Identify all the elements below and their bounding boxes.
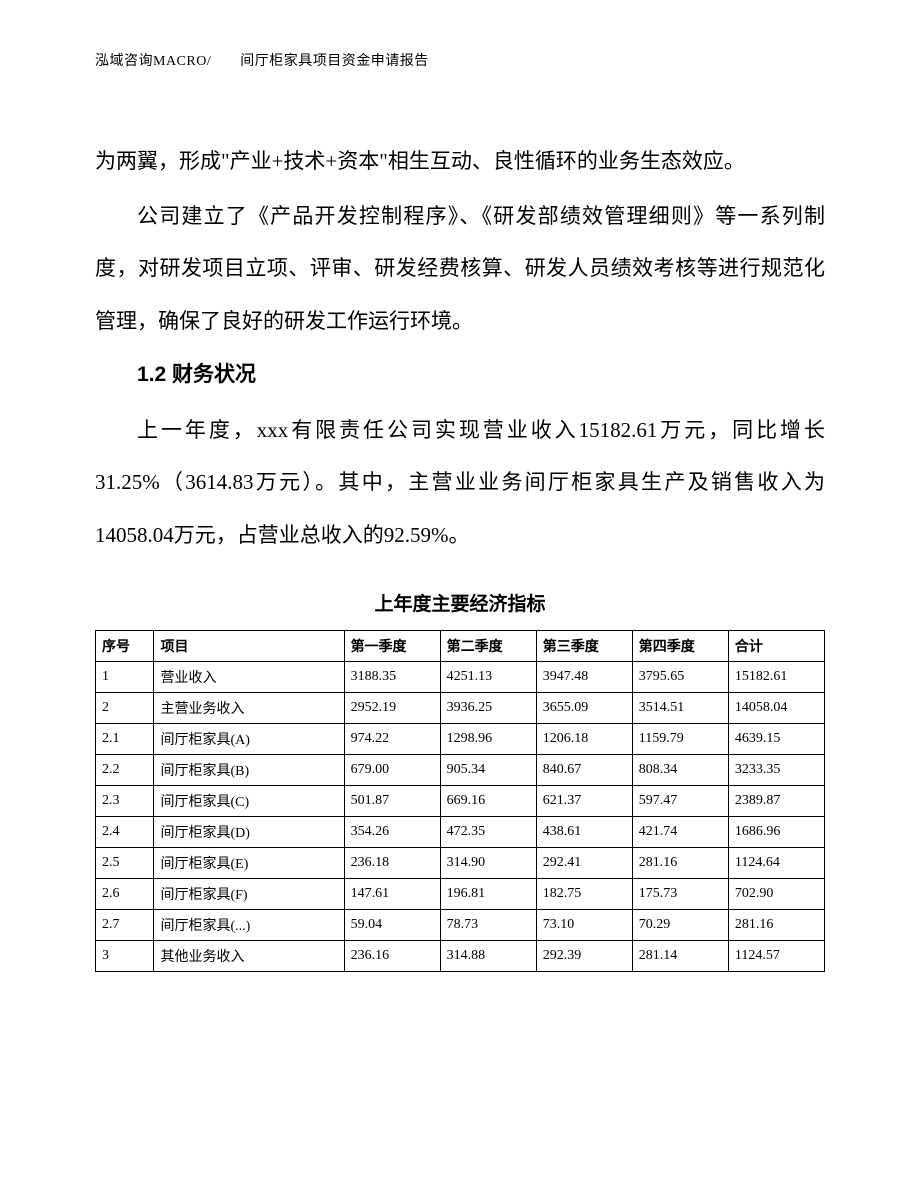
cell-q4: 1159.79	[632, 724, 728, 755]
cell-item: 间厅柜家具(E)	[154, 848, 344, 879]
cell-q4: 3514.51	[632, 693, 728, 724]
cell-q3: 840.67	[536, 755, 632, 786]
table-row: 3 其他业务收入 236.16 314.88 292.39 281.14 112…	[96, 941, 825, 972]
cell-q4: 175.73	[632, 879, 728, 910]
cell-item: 间厅柜家具(D)	[154, 817, 344, 848]
cell-item: 主营业务收入	[154, 693, 344, 724]
cell-q3: 3947.48	[536, 662, 632, 693]
page-header: 泓域咨询MACRO/ 间厅柜家具项目资金申请报告	[95, 50, 825, 70]
cell-q1: 974.22	[344, 724, 440, 755]
table-row: 2.7 间厅柜家具(...) 59.04 78.73 73.10 70.29 2…	[96, 910, 825, 941]
cell-seq: 3	[96, 941, 154, 972]
column-header-q3: 第三季度	[536, 631, 632, 662]
cell-seq: 2.6	[96, 879, 154, 910]
cell-total: 3233.35	[728, 755, 824, 786]
cell-total: 4639.15	[728, 724, 824, 755]
cell-total: 1124.64	[728, 848, 824, 879]
cell-item: 其他业务收入	[154, 941, 344, 972]
cell-total: 2389.87	[728, 786, 824, 817]
section-heading: 1.2 财务状况	[95, 349, 825, 402]
cell-item: 营业收入	[154, 662, 344, 693]
cell-q4: 808.34	[632, 755, 728, 786]
cell-item: 间厅柜家具(...)	[154, 910, 344, 941]
cell-total: 1686.96	[728, 817, 824, 848]
cell-seq: 2.2	[96, 755, 154, 786]
cell-q1: 147.61	[344, 879, 440, 910]
cell-q2: 4251.13	[440, 662, 536, 693]
column-header-q2: 第二季度	[440, 631, 536, 662]
table-body: 1 营业收入 3188.35 4251.13 3947.48 3795.65 1…	[96, 662, 825, 972]
cell-q4: 421.74	[632, 817, 728, 848]
table-row: 2.5 间厅柜家具(E) 236.18 314.90 292.41 281.16…	[96, 848, 825, 879]
economic-indicators-table: 序号 项目 第一季度 第二季度 第三季度 第四季度 合计 1 营业收入 3188…	[95, 630, 825, 972]
cell-q4: 281.16	[632, 848, 728, 879]
cell-q3: 621.37	[536, 786, 632, 817]
cell-q2: 196.81	[440, 879, 536, 910]
cell-q2: 669.16	[440, 786, 536, 817]
cell-total: 281.16	[728, 910, 824, 941]
table-row: 2.1 间厅柜家具(A) 974.22 1298.96 1206.18 1159…	[96, 724, 825, 755]
cell-item: 间厅柜家具(A)	[154, 724, 344, 755]
cell-q2: 78.73	[440, 910, 536, 941]
cell-q1: 59.04	[344, 910, 440, 941]
cell-total: 702.90	[728, 879, 824, 910]
cell-item: 间厅柜家具(C)	[154, 786, 344, 817]
paragraph-3: 上一年度，xxx有限责任公司实现营业收入15182.61万元，同比增长31.25…	[95, 404, 825, 562]
cell-q3: 438.61	[536, 817, 632, 848]
cell-seq: 2.1	[96, 724, 154, 755]
cell-seq: 2.4	[96, 817, 154, 848]
cell-q1: 3188.35	[344, 662, 440, 693]
cell-total: 1124.57	[728, 941, 824, 972]
cell-seq: 2.5	[96, 848, 154, 879]
table-row: 2 主营业务收入 2952.19 3936.25 3655.09 3514.51…	[96, 693, 825, 724]
cell-seq: 2.3	[96, 786, 154, 817]
paragraph-2: 公司建立了《产品开发控制程序》、《研发部绩效管理细则》等一系列制度，对研发项目立…	[95, 190, 825, 348]
cell-q1: 236.18	[344, 848, 440, 879]
cell-q4: 70.29	[632, 910, 728, 941]
cell-q2: 314.88	[440, 941, 536, 972]
cell-q3: 73.10	[536, 910, 632, 941]
cell-q1: 354.26	[344, 817, 440, 848]
cell-q2: 3936.25	[440, 693, 536, 724]
cell-q2: 905.34	[440, 755, 536, 786]
cell-q3: 292.39	[536, 941, 632, 972]
table-row: 2.4 间厅柜家具(D) 354.26 472.35 438.61 421.74…	[96, 817, 825, 848]
column-header-item: 项目	[154, 631, 344, 662]
table-row: 2.6 间厅柜家具(F) 147.61 196.81 182.75 175.73…	[96, 879, 825, 910]
cell-q3: 1206.18	[536, 724, 632, 755]
cell-seq: 2.7	[96, 910, 154, 941]
cell-item: 间厅柜家具(F)	[154, 879, 344, 910]
cell-q1: 236.16	[344, 941, 440, 972]
cell-q4: 597.47	[632, 786, 728, 817]
cell-q3: 292.41	[536, 848, 632, 879]
cell-q4: 3795.65	[632, 662, 728, 693]
paragraph-1: 为两翼，形成"产业+技术+资本"相生互动、良性循环的业务生态效应。	[95, 135, 825, 188]
cell-q2: 1298.96	[440, 724, 536, 755]
cell-total: 14058.04	[728, 693, 824, 724]
column-header-q4: 第四季度	[632, 631, 728, 662]
cell-q3: 3655.09	[536, 693, 632, 724]
table-title: 上年度主要经济指标	[95, 589, 825, 616]
column-header-q1: 第一季度	[344, 631, 440, 662]
cell-q4: 281.14	[632, 941, 728, 972]
column-header-total: 合计	[728, 631, 824, 662]
column-header-seq: 序号	[96, 631, 154, 662]
cell-total: 15182.61	[728, 662, 824, 693]
cell-seq: 1	[96, 662, 154, 693]
cell-q1: 2952.19	[344, 693, 440, 724]
table-row: 2.2 间厅柜家具(B) 679.00 905.34 840.67 808.34…	[96, 755, 825, 786]
cell-q3: 182.75	[536, 879, 632, 910]
cell-seq: 2	[96, 693, 154, 724]
cell-q2: 314.90	[440, 848, 536, 879]
table-row: 2.3 间厅柜家具(C) 501.87 669.16 621.37 597.47…	[96, 786, 825, 817]
cell-q2: 472.35	[440, 817, 536, 848]
cell-item: 间厅柜家具(B)	[154, 755, 344, 786]
cell-q1: 679.00	[344, 755, 440, 786]
table-header-row: 序号 项目 第一季度 第二季度 第三季度 第四季度 合计	[96, 631, 825, 662]
cell-q1: 501.87	[344, 786, 440, 817]
table-row: 1 营业收入 3188.35 4251.13 3947.48 3795.65 1…	[96, 662, 825, 693]
